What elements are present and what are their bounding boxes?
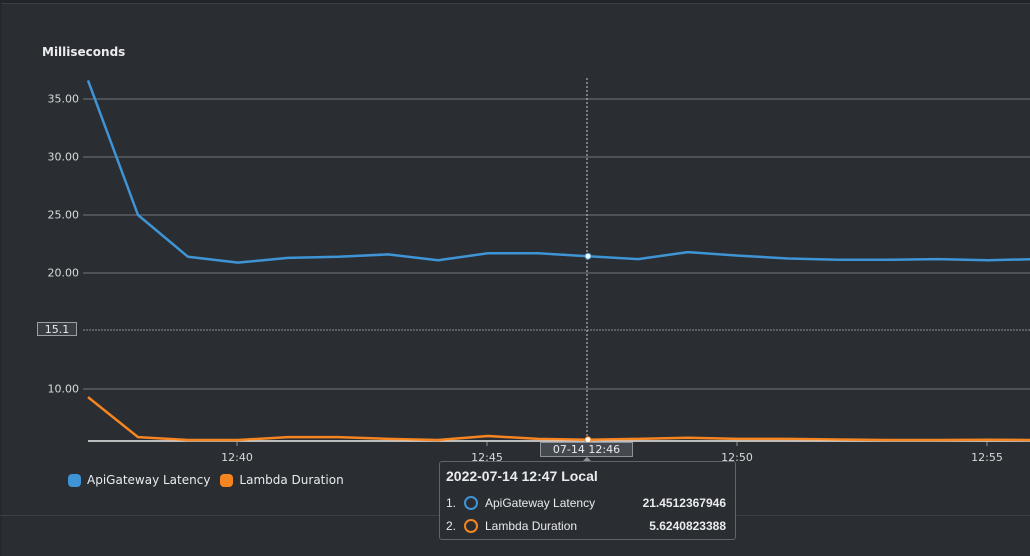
tooltip-series-value: 5.6240823388 — [649, 519, 726, 533]
x-tick-marks — [236, 442, 988, 446]
hover-point-apigateway — [584, 252, 592, 260]
left-edge — [0, 3, 2, 556]
tooltip-series-name: Lambda Duration — [485, 519, 578, 533]
y-tick-label: 30.00 — [47, 150, 80, 164]
tooltip-row-index: 2. — [446, 519, 457, 533]
top-border — [0, 0, 1030, 4]
tooltip-series-name: ApiGateway Latency — [485, 496, 596, 510]
y-tick-label: 35.00 — [47, 92, 80, 106]
series-ring-icon — [464, 496, 478, 510]
tooltip-row: 2. Lambda Duration 5.6240823388 — [446, 519, 726, 533]
threshold-label: 15.1 — [37, 322, 77, 336]
y-tick-label: 25.00 — [47, 208, 80, 222]
series-ring-icon — [464, 519, 478, 533]
crosshair-caret-icon — [582, 457, 592, 462]
legend-label: ApiGateway Latency — [87, 473, 211, 487]
legend-item-apigateway-latency[interactable]: ApiGateway Latency — [68, 473, 210, 487]
legend: ApiGateway Latency Lambda Duration — [68, 473, 354, 487]
series-line-lambda-duration — [87, 396, 1030, 442]
crosshair-time-label: 07-14 12:46 — [540, 442, 633, 457]
gridlines — [83, 98, 1030, 390]
tooltip-series-value: 21.4512367946 — [642, 496, 726, 510]
tooltip-row-index: 1. — [446, 496, 457, 510]
legend-swatch-icon — [220, 473, 234, 487]
legend-label: Lambda Duration — [239, 473, 344, 487]
y-tick-label: 20.00 — [47, 266, 80, 280]
hover-tooltip: 2022-07-14 12:47 Local 1. ApiGateway Lat… — [439, 461, 736, 540]
y-axis-title: Milliseconds — [42, 45, 126, 59]
x-tick-label: 12:45 — [471, 451, 503, 464]
tooltip-row: 1. ApiGateway Latency 21.4512367946 — [446, 496, 726, 510]
x-tick-label: 12:50 — [721, 451, 753, 464]
x-tick-label: 12:55 — [971, 451, 1003, 464]
tooltip-title: 2022-07-14 12:47 Local — [446, 468, 598, 484]
legend-item-lambda-duration[interactable]: Lambda Duration — [220, 473, 344, 487]
series-line-apigateway-latency — [86, 79, 1030, 264]
x-tick-label: 12:40 — [221, 451, 253, 464]
legend-swatch-icon — [68, 473, 81, 487]
y-tick-label: 10.00 — [47, 382, 80, 396]
